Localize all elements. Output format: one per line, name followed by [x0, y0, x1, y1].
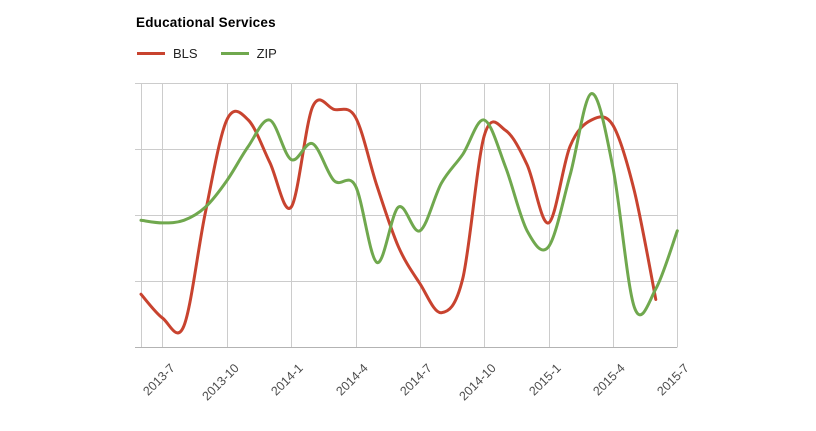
- legend-label-zip: ZIP: [256, 45, 277, 61]
- bls-series-line: [139, 98, 658, 335]
- legend-label-bls: BLS: [173, 45, 198, 61]
- bls-line-swatch: [137, 51, 165, 55]
- chart-title: Educational Services: [136, 15, 276, 30]
- zip-series-line: [139, 92, 679, 317]
- legend-item-bls: BLS: [137, 46, 198, 61]
- legend-item-zip: ZIP: [220, 45, 277, 61]
- zip-line-swatch: [220, 51, 249, 55]
- legend: BLS ZIP: [137, 45, 277, 61]
